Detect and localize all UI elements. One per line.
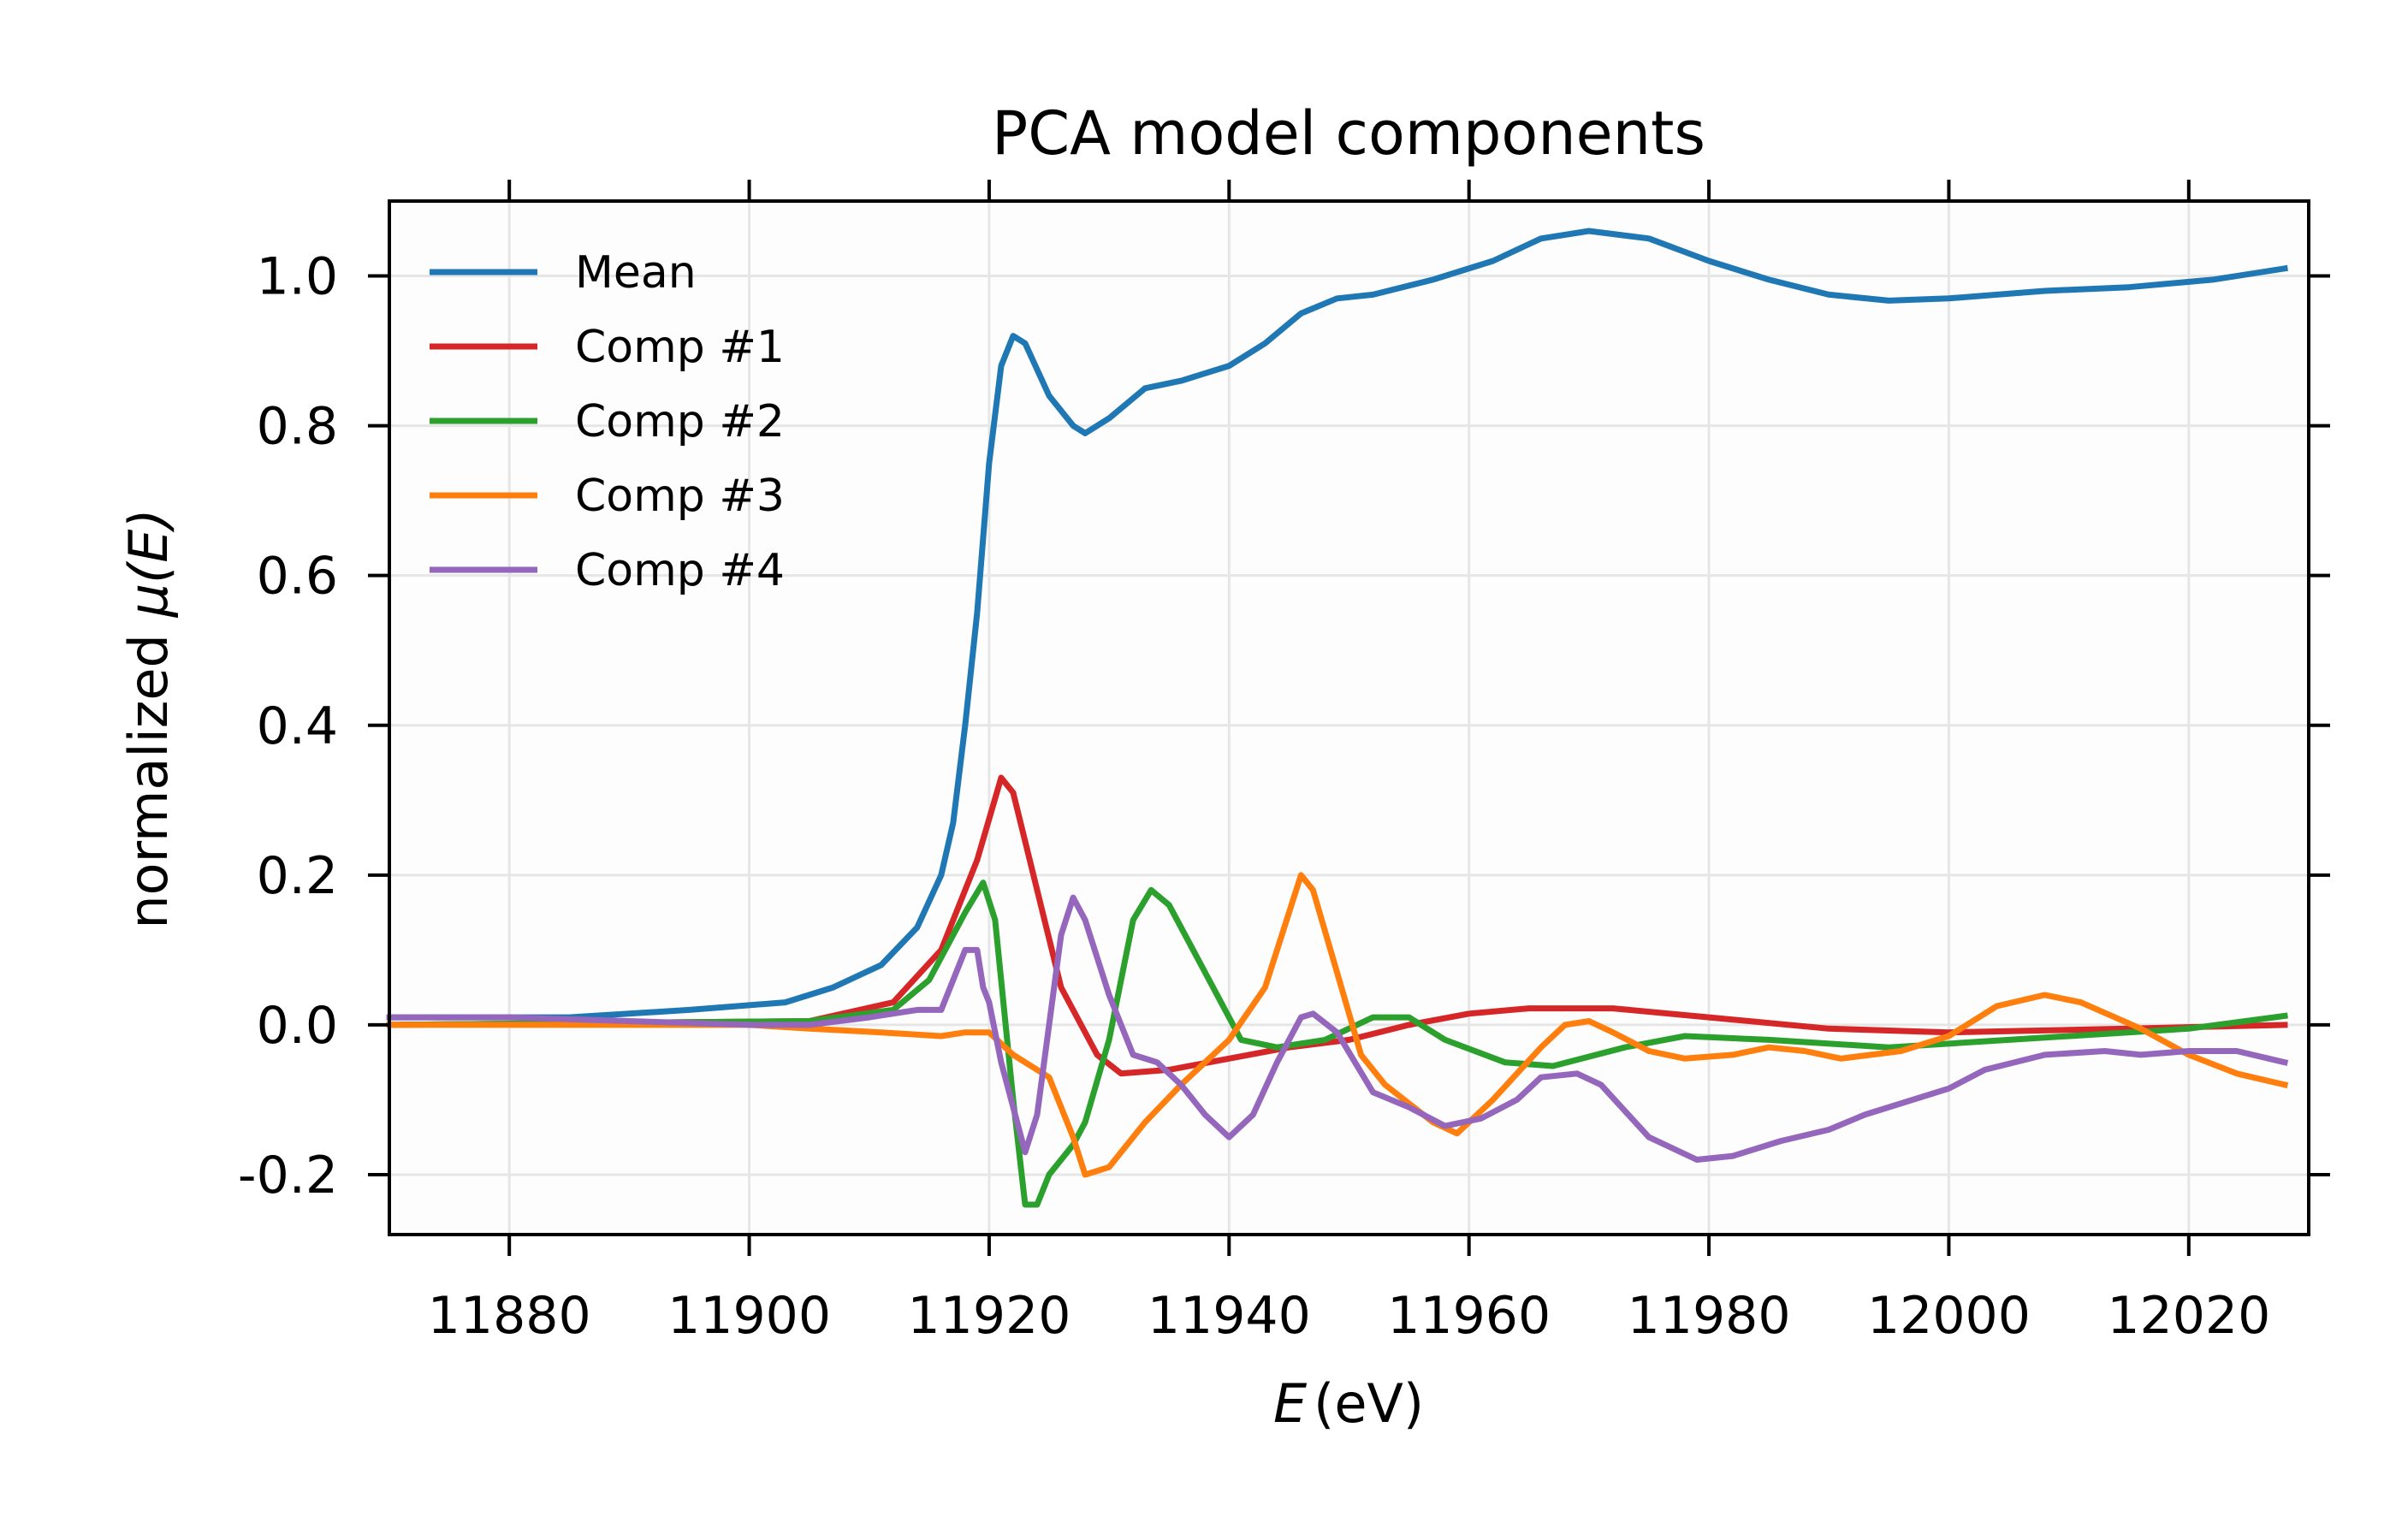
series-line-comp-2	[386, 880, 2288, 1208]
y-tick-label: 0.4	[257, 696, 338, 756]
y-tick-label: -0.2	[238, 1146, 338, 1205]
legend-label-comp-4: Comp #4	[575, 545, 785, 596]
x-tick-label: 12020	[2107, 1286, 2270, 1346]
y-axis-prefix: normalized	[117, 617, 180, 928]
legend-label-mean: Mean	[575, 247, 697, 299]
x-axis-label: E (eV)	[1273, 1372, 1424, 1435]
y-tick-label: 0.0	[257, 996, 338, 1056]
y-axis-label: normalized μ(E)	[117, 508, 180, 928]
x-tick-label: 11940	[1148, 1286, 1311, 1346]
plot-frame	[388, 199, 2310, 1236]
x-tick-label: 11880	[428, 1286, 591, 1346]
chart-title: PCA model components	[992, 98, 1705, 169]
legend-label-comp-1: Comp #1	[575, 322, 785, 373]
x-axis-unit: (eV)	[1314, 1372, 1424, 1435]
series-lines	[386, 228, 2289, 1208]
y-axis-variable: μ(E)	[117, 508, 180, 618]
x-axis-variable: E	[1273, 1372, 1308, 1435]
legend: Mean Comp #1 Comp #2 Comp #3 Comp #4	[430, 247, 785, 596]
grid-lines	[389, 201, 2309, 1235]
legend-label-comp-3: Comp #3	[575, 471, 785, 522]
x-tick-label: 11960	[1387, 1286, 1551, 1346]
axis-ticks: 11880 11900 11920 11940 11960 11980 12000 12020…	[238, 180, 2330, 1346]
series-line-mean	[386, 228, 2288, 1021]
legend-label-comp-2: Comp #2	[575, 396, 785, 447]
series-line-comp-4	[386, 894, 2289, 1163]
series-line-comp-3	[386, 872, 2289, 1178]
x-tick-label: 11900	[667, 1286, 831, 1346]
y-tick-label: 0.2	[257, 846, 338, 906]
y-tick-label: 0.8	[257, 397, 338, 457]
x-tick-label: 12000	[1867, 1286, 2031, 1346]
x-tick-label: 11980	[1628, 1286, 1791, 1346]
y-tick-label: 0.6	[257, 547, 338, 607]
x-tick-label: 11920	[908, 1286, 1071, 1346]
plot-background	[389, 201, 2309, 1235]
y-tick-label: 1.0	[257, 247, 338, 307]
